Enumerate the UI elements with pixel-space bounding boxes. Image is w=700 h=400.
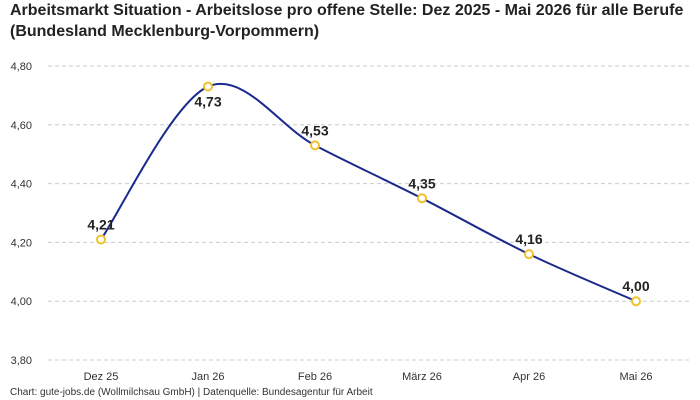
data-label: 4,35 — [408, 175, 435, 191]
data-point — [310, 140, 320, 151]
data-point — [417, 193, 427, 204]
chart-source-footer: Chart: gute-jobs.de (Wollmilchsau GmbH) … — [10, 387, 373, 398]
data-label: 4,73 — [194, 94, 221, 110]
x-tick-label: Jan 26 — [191, 371, 224, 383]
data-points — [96, 81, 641, 307]
data-point — [203, 81, 213, 92]
y-tick-label: 4,40 — [11, 179, 32, 191]
data-label: 4,53 — [301, 122, 328, 138]
gridlines — [48, 65, 690, 361]
x-tick-label: Apr 26 — [513, 371, 545, 383]
data-point — [96, 234, 106, 245]
series-line — [100, 83, 637, 303]
y-tick-label: 4,80 — [11, 61, 32, 73]
x-tick-label: Mai 26 — [619, 371, 652, 383]
x-tick-label: Feb 26 — [298, 371, 332, 383]
y-tick-label: 4,60 — [11, 120, 32, 132]
y-axis-ticks: 3,80 4,00 4,20 4,40 4,60 4,80 — [11, 61, 32, 367]
y-tick-label: 3,80 — [11, 355, 32, 367]
x-tick-label: Dez 25 — [84, 371, 119, 383]
data-label: 4,00 — [622, 278, 649, 294]
x-tick-label: März 26 — [402, 371, 442, 383]
chart-title: Arbeitsmarkt Situation - Arbeitslose pro… — [10, 2, 684, 40]
data-point — [631, 296, 641, 307]
data-label: 4,21 — [87, 216, 114, 232]
y-tick-label: 4,00 — [11, 296, 32, 308]
data-point — [524, 249, 534, 260]
data-labels: 4,21 4,73 4,53 4,35 4,16 4,00 — [87, 94, 649, 295]
data-label: 4,16 — [515, 231, 542, 247]
y-tick-label: 4,20 — [11, 237, 32, 249]
x-axis-ticks: Dez 25 Jan 26 Feb 26 März 26 Apr 26 Mai 26 — [84, 371, 653, 383]
